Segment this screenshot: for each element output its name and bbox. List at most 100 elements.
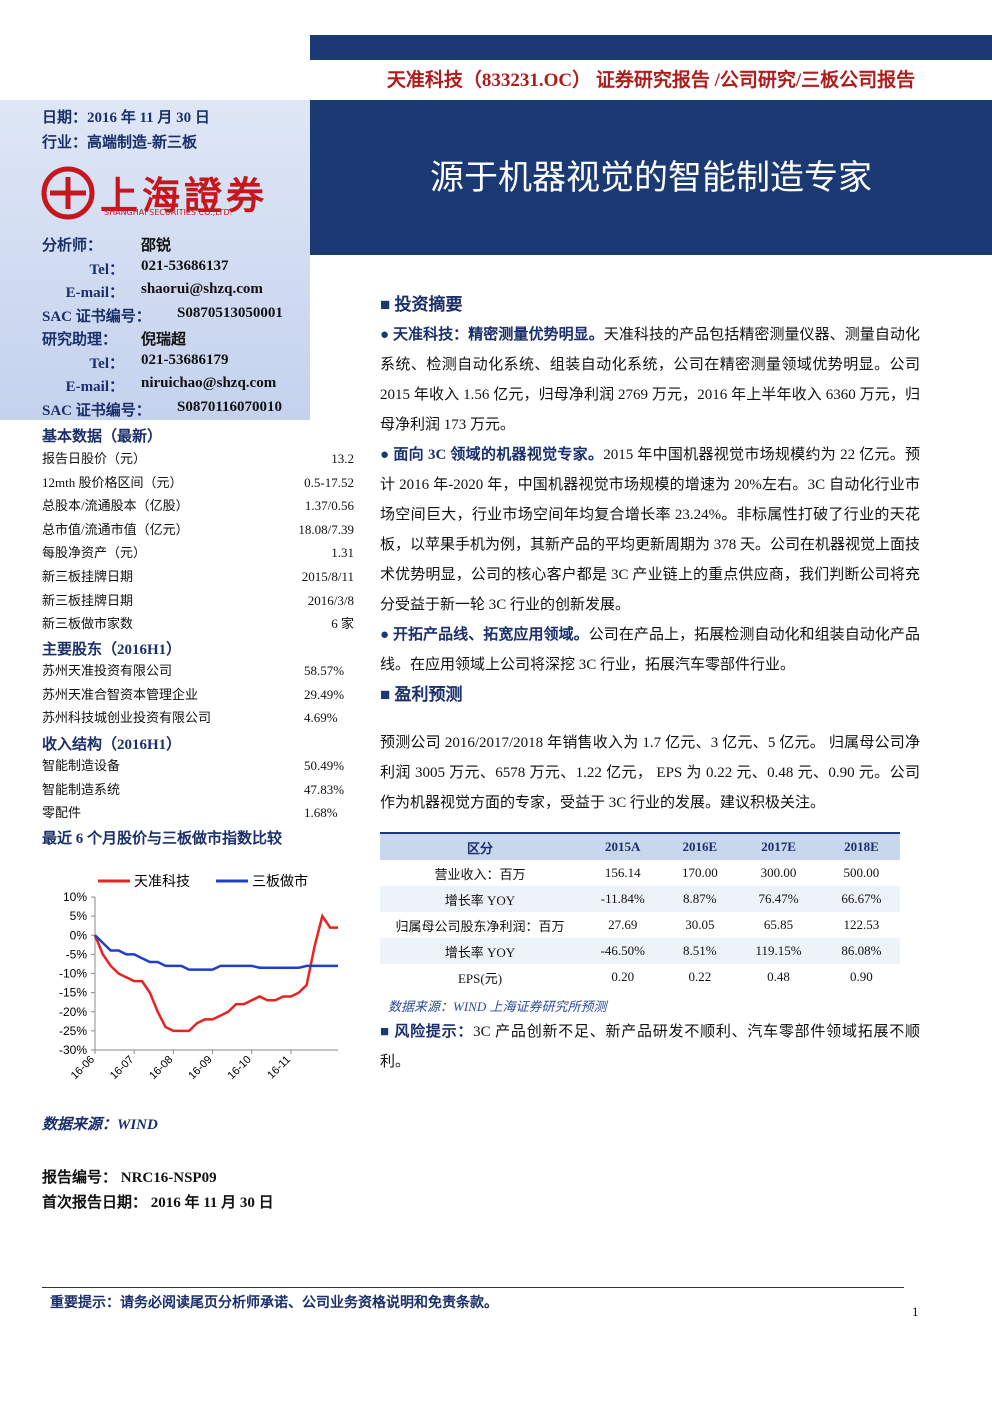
- contact-label: SAC 证书编号：: [42, 402, 151, 419]
- table-cell: 122.53: [843, 917, 880, 932]
- risk-lead: 风险提示：: [394, 1024, 474, 1040]
- table-row: 增长率 YOY -46.50% 8.51% 119.15% 86.08%: [380, 938, 900, 964]
- table-cell: 增长率 YOY: [380, 938, 580, 964]
- legend-label: 三板做市: [252, 873, 308, 889]
- bullet-dot: ●: [380, 327, 393, 343]
- row-value: 1.31: [331, 545, 354, 561]
- row-value: 50.49%: [304, 758, 345, 773]
- contact-value: 021-53686137: [141, 257, 229, 274]
- bullet-text: 公司在产品上，拓展检测自动化和组装自动化产品线。在应用领域上公司将深挖 3C 行…: [380, 627, 920, 673]
- row-value: 29.49%: [304, 686, 345, 702]
- contact-label: 分析师：: [42, 238, 103, 254]
- table-cell: 增长率 YOY: [380, 886, 580, 912]
- logo-en: SHANGHAI SECURITIES CO.,LTD.: [104, 208, 233, 217]
- industry: 行业：高端制造-新三板: [42, 135, 197, 151]
- row-label: 总股本/流通股本（亿股）: [42, 498, 189, 514]
- contact-value: niruichao@shzq.com: [141, 375, 277, 391]
- table-row: 增长率 YOY -11.84% 8.87% 76.47% 66.67%: [380, 886, 900, 912]
- row-value: 1.68%: [304, 805, 338, 821]
- table-cell: EPS(元): [457, 970, 503, 986]
- table-row: EPS(元) 0.20 0.22 0.48 0.90: [380, 964, 900, 990]
- y-tick-label: 5%: [70, 909, 88, 923]
- bullet-text: 天准科技的产品包括精密测量仪器、测量自动化系统、检测自动化系统、组装自动化系统，…: [380, 327, 920, 433]
- bullet-lead: 开拓产品线、拓宽应用领域。: [392, 627, 589, 643]
- y-tick-label: 0%: [70, 928, 88, 942]
- contact-label: 研究助理：: [42, 332, 118, 348]
- x-tick-label: 16-08: [147, 1054, 175, 1082]
- data-row: 总市值/流通市值（亿元） 18.08/7.39: [42, 518, 354, 542]
- contact-label: E-mail：: [65, 285, 124, 301]
- report-title: 天准科技（833231.OC） 证券研究报告 /公司研究/三板公司报告: [386, 70, 916, 91]
- bullet: ● 面向 3C 领域的机器视觉专家。2015 年中国机器视觉市场规模约为 22 …: [380, 440, 920, 620]
- data-row: 报告日股价（元） 13.2: [42, 447, 354, 471]
- data-row: 每股净资产（元） 1.31: [42, 541, 354, 565]
- bullet-lead: 天准科技：精密测量优势明显。: [392, 327, 604, 343]
- table-cell: 0.22: [688, 969, 712, 984]
- risk: ■ 风险提示：3C 产品创新不足、新产品研发不顺利、汽车零部件领域拓展不顺利。: [380, 1024, 920, 1070]
- table-cell: 300.00: [760, 865, 797, 880]
- line: [94, 934, 338, 971]
- row-label: 每股净资产（元）: [42, 545, 147, 561]
- bullet: ● 开拓产品线、拓宽应用领域。公司在产品上，拓展检测自动化和组装自动化产品线。在…: [380, 620, 920, 680]
- x-tick-label: 16-06: [69, 1054, 97, 1082]
- header-cell: 2017E: [734, 832, 823, 860]
- row-label: 总市值/流通市值（亿元）: [42, 521, 189, 537]
- row-value: 6 家: [331, 616, 354, 632]
- data-row: 苏州科技城创业投资有限公司 4.69%: [42, 706, 354, 730]
- row-value: 2015/8/11: [301, 569, 354, 584]
- sidebar-bg: [0, 100, 310, 420]
- table-source: 数据来源：WIND 上海证券研究所预测: [388, 999, 607, 1014]
- data-row: 智能制造系统 47.83%: [42, 778, 354, 802]
- section-title: 基本数据（最新）: [42, 429, 163, 445]
- heading-text: 盈利预测: [394, 685, 463, 704]
- row-label: 新三板挂牌日期: [42, 592, 134, 608]
- table-header: 区分 2015A 2016E 2017E 2018E: [380, 832, 900, 860]
- contact-value: 021-53686179: [141, 351, 229, 368]
- y-tick-label: 10%: [63, 890, 87, 904]
- forecast-table: 区分 2015A 2016E 2017E 2018E 营业收入：百万 156.14 170.0…: [380, 832, 900, 990]
- top-bar: [310, 35, 992, 60]
- x-tick-label: 16-07: [108, 1054, 136, 1082]
- contact-label: E-mail：: [65, 379, 124, 395]
- data-row: 新三板挂牌日期 2015/8/11: [42, 565, 354, 589]
- heading-text: 投资摘要: [394, 295, 463, 314]
- line: [93, 913, 338, 1033]
- forecast-text: 预测公司 2016/2017/2018 年销售收入为 1.7 亿元、3 亿元、5…: [380, 735, 920, 811]
- chart: 10% 5% 0% -5% -10% -15% -20% -25% -30%16-06 16-07…: [59, 873, 338, 1082]
- data-row: 零配件 1.68%: [42, 801, 354, 825]
- title-block: [310, 100, 992, 255]
- x-tick-label: 16-09: [186, 1054, 214, 1082]
- table-cell: -46.50%: [580, 938, 666, 964]
- table-cell: 营业收入：百万: [434, 866, 526, 882]
- chart-title: 最近 6 个月股价与三板做市指数比较: [42, 831, 283, 847]
- report-number: 报告编号： NRC16-NSP09: [42, 1170, 217, 1186]
- table-cell: 8.87%: [665, 886, 735, 912]
- heading: ■ 投资摘要: [380, 295, 463, 314]
- row-value: 1.37/0.56: [304, 498, 354, 514]
- heading: ■ 盈利预测: [380, 685, 463, 704]
- table-cell: 0.20: [611, 969, 635, 984]
- bullet-dot: ●: [380, 447, 394, 463]
- date: 日期：2016 年 11 月 30 日: [42, 110, 210, 126]
- table-cell: 66.67%: [822, 886, 900, 912]
- table-cell: 500.00: [843, 865, 880, 880]
- row-label: 零配件: [42, 805, 82, 821]
- y-tick-label: -30%: [59, 1043, 87, 1057]
- row-value: 58.57%: [304, 663, 345, 678]
- row-value: 2016/3/8: [307, 592, 354, 608]
- table-cell: 8.51%: [665, 938, 735, 964]
- table-cell: 30.05: [685, 917, 715, 932]
- row-label: 报告日股价（元）: [42, 451, 147, 466]
- table-cell: 156.14: [604, 865, 641, 880]
- table-cell: 170.00: [681, 865, 718, 880]
- row-label: 智能制造系统: [42, 781, 121, 797]
- table-cell: -11.84%: [580, 886, 666, 912]
- row-value: 13.2: [331, 451, 354, 466]
- table-cell: 0.90: [850, 969, 873, 984]
- contact-value: 邵锐: [141, 238, 172, 254]
- contact-label: Tel：: [89, 355, 124, 372]
- data-row: 新三板挂牌日期 2016/3/8: [42, 589, 354, 613]
- header-cell: 区分: [380, 832, 580, 860]
- header-cell: 2018E: [822, 832, 900, 860]
- page-number: 1: [912, 1304, 919, 1319]
